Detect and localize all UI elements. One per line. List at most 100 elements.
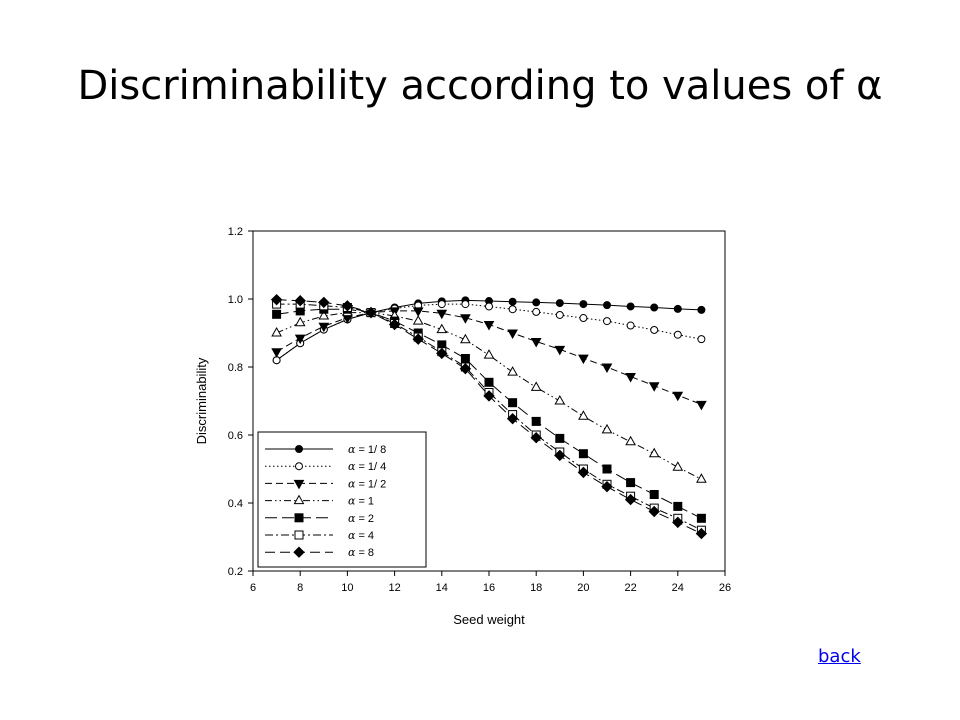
legend-label: α = 1/ 8 xyxy=(348,443,386,456)
data-point xyxy=(601,423,613,434)
data-point xyxy=(412,315,424,325)
data-point xyxy=(271,348,282,358)
x-axis-label: Seed weight xyxy=(453,612,525,627)
legend-label-symbol: α xyxy=(348,512,356,525)
data-point xyxy=(695,527,708,540)
back-link[interactable]: back xyxy=(818,646,861,667)
data-point xyxy=(412,307,424,317)
data-point xyxy=(648,505,660,518)
data-point xyxy=(271,326,282,337)
y-tick-label: 0.6 xyxy=(228,430,243,442)
data-point xyxy=(624,493,637,506)
data-point xyxy=(484,377,494,387)
data-point xyxy=(294,294,306,307)
x-tick-label: 8 xyxy=(297,582,303,594)
data-point xyxy=(530,432,542,444)
data-point xyxy=(578,354,589,365)
data-point xyxy=(412,333,424,345)
data-point xyxy=(318,322,330,333)
legend-marker xyxy=(295,445,303,453)
data-point xyxy=(672,391,684,402)
x-tick-label: 16 xyxy=(483,582,495,594)
data-point xyxy=(555,310,564,319)
legend-label-symbol: α xyxy=(348,443,356,456)
data-point xyxy=(626,302,635,311)
data-point xyxy=(697,305,706,314)
legend-label-value: = 1/ 2 xyxy=(358,478,386,490)
legend-box xyxy=(257,431,427,568)
legend-label-symbol: α xyxy=(348,529,356,542)
data-point xyxy=(508,398,518,408)
data-point xyxy=(554,345,566,356)
x-tick-label: 20 xyxy=(577,582,589,594)
legend-label-value: = 4 xyxy=(358,530,374,542)
data-point xyxy=(650,325,659,334)
data-point xyxy=(485,302,493,311)
data-point xyxy=(696,400,707,411)
data-point xyxy=(625,435,636,446)
slide-title: Discriminability according to values of … xyxy=(77,63,883,109)
data-point xyxy=(532,307,541,316)
y-axis-label: Discriminability xyxy=(194,357,209,444)
legend-marker xyxy=(294,513,304,523)
data-point xyxy=(436,347,448,360)
data-point xyxy=(673,304,682,313)
data-point xyxy=(673,330,682,339)
y-tick-label: 0.4 xyxy=(228,498,243,510)
data-point xyxy=(673,501,683,511)
legend-label-value: = 8 xyxy=(358,547,374,559)
data-point xyxy=(603,317,611,326)
data-point xyxy=(649,490,659,499)
legend-label-value: = 1/ 8 xyxy=(358,444,386,456)
data-point xyxy=(579,300,588,309)
data-point xyxy=(437,300,446,309)
data-point xyxy=(483,349,495,359)
data-point xyxy=(626,321,635,330)
data-point xyxy=(507,329,518,340)
y-tick-label: 0.2 xyxy=(228,566,243,578)
data-point xyxy=(483,390,495,402)
data-point xyxy=(436,323,448,334)
data-point xyxy=(530,381,542,391)
data-point xyxy=(318,309,330,320)
data-point xyxy=(459,362,472,375)
data-point xyxy=(461,300,470,309)
data-point xyxy=(483,321,495,331)
data-point xyxy=(555,299,564,308)
data-point xyxy=(696,473,707,483)
legend-label: α = 1/ 4 xyxy=(348,460,386,473)
legend-label: α = 2 xyxy=(348,512,374,525)
legend-marker xyxy=(293,479,305,490)
legend-label: α = 1 xyxy=(348,495,374,508)
data-point xyxy=(554,394,566,405)
data-point xyxy=(601,363,613,374)
x-tick-label: 26 xyxy=(719,582,731,594)
data-point xyxy=(650,303,659,312)
data-point xyxy=(672,516,684,529)
data-point xyxy=(648,382,660,392)
data-point xyxy=(697,335,706,344)
data-point xyxy=(460,333,471,344)
data-point xyxy=(460,354,470,363)
data-point xyxy=(436,309,448,320)
data-point xyxy=(294,316,306,327)
data-point xyxy=(270,293,283,306)
legend-marker xyxy=(293,494,305,505)
data-point xyxy=(555,433,565,443)
x-tick-label: 18 xyxy=(530,582,542,594)
data-point xyxy=(602,464,612,474)
data-point xyxy=(696,513,706,523)
legend-label-symbol: α xyxy=(348,460,356,473)
data-point xyxy=(531,416,541,426)
y-tick-label: 0.8 xyxy=(228,362,243,374)
data-point xyxy=(578,449,588,459)
legend-label-value: = 1/ 4 xyxy=(358,461,386,473)
data-point xyxy=(272,356,281,365)
legend-label-symbol: α xyxy=(348,495,356,508)
legend-label: α = 4 xyxy=(348,529,374,542)
data-point xyxy=(388,318,401,331)
y-tick-label: 1.0 xyxy=(228,294,243,306)
x-tick-label: 10 xyxy=(341,582,353,594)
data-point xyxy=(626,478,636,488)
